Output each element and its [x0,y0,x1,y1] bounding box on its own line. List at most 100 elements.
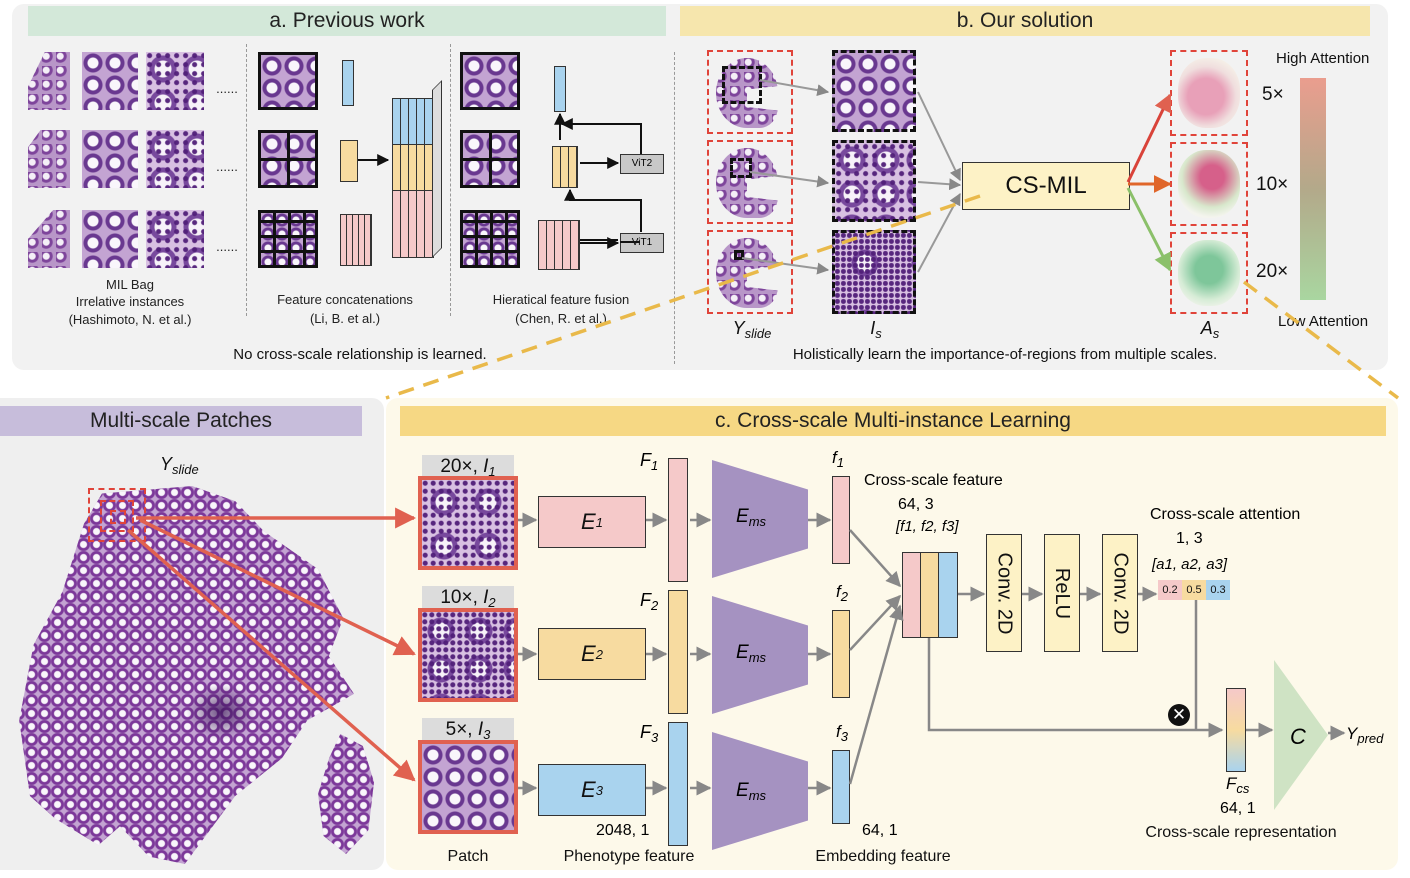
col1-label-1: MIL Bag [106,277,154,292]
separator [674,52,675,364]
zoom-line-right [1242,280,1400,400]
separator [450,44,451,316]
mil-instance-thumbnail [146,130,204,188]
phenotype-feature-f1 [668,458,688,582]
tag-5-text: 5×, [445,719,478,740]
cross-scale-feature-label: Cross-scale feature [864,472,1003,489]
slide-thumbnail-box [707,140,793,224]
col3-label-2: (Chen, R. et al.) [515,311,607,326]
panel-b-footer: Holistically learn the importance-of-reg… [792,346,1218,363]
tag-10-i: I [483,587,489,608]
f1-text: f [832,448,837,467]
panel-a-header: a. Previous work [28,6,666,36]
crop-box-10x-slide [100,500,134,532]
tag-20-text: 20×, [440,456,484,477]
feat-list: [f1, f2, f3] [896,518,959,535]
attention-a3: 0.3 [1206,580,1230,600]
e2-text: E [581,641,596,666]
attention-map-10x [1178,150,1240,218]
attention-map-20x [1178,240,1240,306]
col2-label-1: Feature concatenations [277,292,413,307]
patch-tile [460,52,520,110]
feature-vector-blue [554,66,566,112]
patch-tile-grid [460,210,520,268]
ems-label-1: Ems [736,506,766,529]
phenotype-feature-label: Phenotype feature [563,848,695,865]
y-pred-sub: pred [1357,731,1384,746]
panel-a-arrows [358,112,642,249]
patch-tile-grid [258,130,318,188]
mil-instance-thumbnail [146,210,204,268]
e1-sub: 1 [595,514,603,530]
ems-label-3: Ems [736,780,766,803]
tag-10-text: 10×, [440,587,484,608]
ems2-text: E [736,642,749,663]
att-list: [a1, a2, a3] [1152,556,1228,573]
tag-20-i: I [483,456,489,477]
panel-left-header: Multi-scale Patches [0,406,362,436]
crop-10x [832,140,916,222]
feature-vector-yellow [340,140,358,182]
tag-5-i: I [477,719,484,740]
mil-instance-thumbnail [82,210,138,268]
y-slide-left-sub: slide [172,462,199,477]
dots: ...... [216,81,238,96]
dots: ...... [216,159,238,174]
F2-text: F [640,590,651,610]
slide-thumbnail-box [707,230,793,314]
i-s-sub: s [875,326,882,341]
patch-5x [418,740,518,834]
ems1-text: E [736,506,749,527]
patch-20x [418,476,518,570]
ems3-sub: ms [748,788,767,803]
crop-box-10x [730,158,752,178]
conv2d-2: Conv. 2D [1102,534,1138,652]
concat-pink [392,190,434,258]
crop-box-20x [734,250,744,260]
cross-scale-feature-blue [938,552,958,638]
cross-scale-representation [1226,688,1246,772]
fcs-sub: cs [1236,781,1250,796]
phenotype-feature-f3 [668,722,688,846]
feature-vector-blue [342,60,354,106]
dots: ...... [216,239,238,254]
i-s-text: I [870,318,876,338]
dim-2048: 2048, 1 [596,822,650,839]
y-slide-left-text: Y [160,454,173,474]
y-pred-text: Y [1346,724,1358,743]
e1-text: E [581,509,596,534]
y-pred-label: Ypred [1346,724,1383,746]
dim-1-3: 1, 3 [1176,530,1203,547]
mil-instance-thumbnail [28,52,70,110]
y-slide-left-label: Yslide [160,454,199,477]
csmil-box: CS-MIL [962,162,1130,210]
y-slide-sub: slide [744,326,772,341]
i-s-label: Is [836,318,916,341]
tag-5-sub: 3 [483,727,491,742]
vit2-box: ViT2 [620,154,664,174]
concat-yellow [392,144,434,192]
panel-c-header: c. Cross-scale Multi-instance Learning [400,406,1386,436]
ems3-text: E [736,780,749,801]
feature-vector-pink [538,220,580,270]
attention-map-box [1170,50,1248,136]
dim-64-embedding: 64, 1 [862,822,898,839]
mil-instance-thumbnail [28,130,70,188]
f2-label: f2 [836,582,848,604]
panel-a-footer: No cross-scale relationship is learned. [233,346,487,363]
f1-label: f1 [832,448,844,470]
y-slide-text: Y [732,318,745,338]
panel-b-arrows [741,79,962,275]
F3-sub: 3 [651,730,659,745]
slide-thumbnail-box [707,50,793,134]
e3-text: E [581,777,596,802]
a-s-label: As [1172,318,1248,341]
crop-5x [832,50,916,132]
crop-box-5x [722,66,762,104]
y-slide-label: Yslide [712,318,792,341]
ems1-sub: ms [748,514,767,529]
arrow-to-5x [1126,93,1172,183]
f3-label: f3 [836,722,848,744]
F3-text: F [640,722,651,742]
